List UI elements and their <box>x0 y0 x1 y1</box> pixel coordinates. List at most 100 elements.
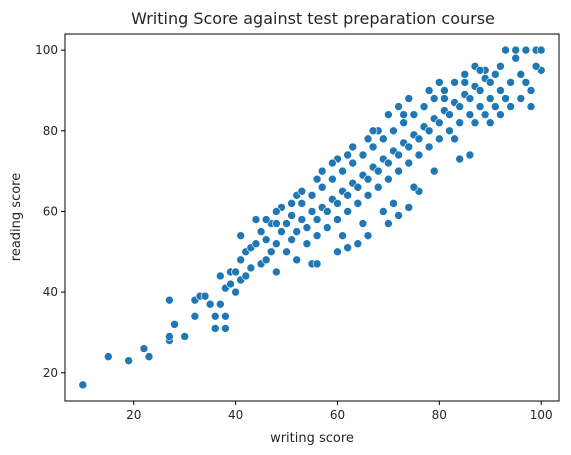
x-axis-label: writing score <box>270 431 354 446</box>
data-point <box>394 102 403 111</box>
data-point <box>399 110 408 119</box>
data-point <box>389 126 398 136</box>
x-tick-label: 100 <box>530 408 553 422</box>
data-point <box>322 223 332 232</box>
data-point <box>511 53 521 63</box>
y-tick-label: 60 <box>43 204 58 218</box>
data-point <box>348 142 358 152</box>
data-point <box>440 94 449 103</box>
data-point <box>470 118 480 128</box>
data-point <box>144 352 154 361</box>
data-point <box>445 126 454 136</box>
data-point <box>307 207 317 216</box>
data-point <box>394 211 403 220</box>
data-point <box>287 235 296 244</box>
data-point <box>272 239 281 249</box>
data-point <box>363 191 373 200</box>
data-point <box>333 247 342 257</box>
plot-frame <box>64 33 560 402</box>
data-point <box>501 45 510 55</box>
data-point <box>404 203 414 212</box>
data-point <box>363 231 373 240</box>
data-point <box>205 299 215 309</box>
data-points <box>78 45 546 390</box>
data-point <box>465 150 475 160</box>
data-point <box>343 243 352 253</box>
x-tick-label: 40 <box>228 408 243 422</box>
data-point <box>302 223 312 232</box>
data-point <box>272 207 281 216</box>
data-point <box>455 102 464 111</box>
data-point <box>272 219 281 228</box>
data-point <box>261 215 271 224</box>
data-point <box>297 186 307 196</box>
data-point <box>343 207 352 216</box>
data-point <box>506 102 515 111</box>
data-point <box>236 231 246 240</box>
data-point <box>190 312 200 321</box>
data-point <box>465 110 475 119</box>
data-point <box>221 312 230 321</box>
data-point <box>496 110 505 119</box>
chart-title: Writing Score against test preparation c… <box>131 9 495 28</box>
data-point <box>231 267 240 277</box>
data-point <box>516 94 526 103</box>
data-point <box>251 215 261 224</box>
data-point <box>139 344 149 353</box>
y-tick-label: 80 <box>43 124 58 138</box>
data-point <box>440 86 449 95</box>
data-point <box>511 45 521 55</box>
data-point <box>322 207 332 216</box>
data-point <box>531 61 541 71</box>
data-point <box>399 118 408 128</box>
data-point <box>241 271 251 281</box>
data-point <box>404 158 414 168</box>
data-point <box>292 255 302 265</box>
data-point <box>124 356 133 365</box>
data-point <box>404 94 414 103</box>
data-point <box>328 174 337 184</box>
data-point <box>394 150 403 160</box>
data-point <box>328 158 337 168</box>
y-tick-label: 20 <box>43 366 58 380</box>
data-point <box>419 102 429 111</box>
data-point <box>491 70 500 79</box>
data-point <box>384 219 393 228</box>
data-point <box>378 134 388 144</box>
data-point <box>78 380 88 390</box>
data-point <box>475 102 485 111</box>
data-point <box>496 61 505 71</box>
data-point <box>373 166 383 176</box>
data-point <box>216 299 225 309</box>
data-point <box>333 215 342 224</box>
data-point <box>236 255 246 265</box>
data-point <box>429 94 439 103</box>
data-point <box>256 227 266 236</box>
data-point <box>282 247 291 257</box>
data-point <box>404 142 414 152</box>
data-point <box>455 154 464 164</box>
data-point <box>521 45 531 55</box>
x-tick-label: 60 <box>330 408 345 422</box>
data-point <box>297 215 307 224</box>
data-point <box>485 78 495 87</box>
data-point <box>460 78 470 87</box>
data-point <box>409 110 419 119</box>
data-point <box>353 239 363 249</box>
data-point <box>200 291 210 301</box>
data-point <box>226 279 235 289</box>
data-point <box>424 86 434 95</box>
data-point <box>210 324 220 333</box>
data-point <box>282 219 291 228</box>
data-point <box>409 182 419 192</box>
data-point <box>210 312 220 321</box>
data-point <box>338 166 347 176</box>
data-point <box>246 263 256 273</box>
data-point <box>491 102 500 111</box>
data-point <box>424 126 434 136</box>
data-point <box>414 150 424 160</box>
data-point <box>480 110 490 119</box>
data-point <box>536 45 546 55</box>
data-point <box>292 227 302 236</box>
data-point <box>424 142 434 152</box>
